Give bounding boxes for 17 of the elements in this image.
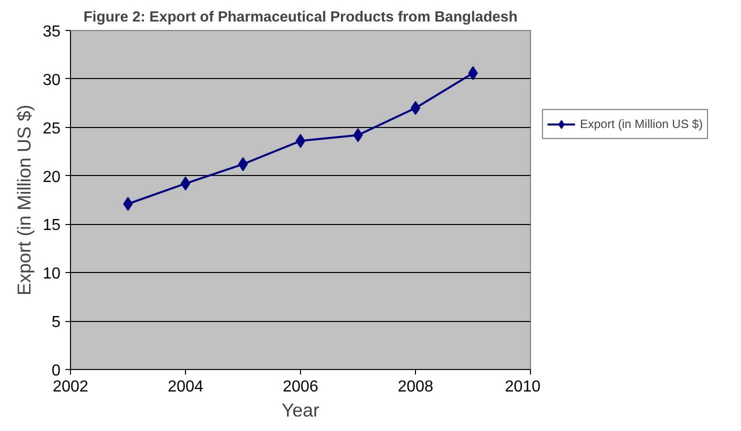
y-tick-label: 15 [42, 217, 61, 234]
x-tick-label: 2010 [504, 378, 541, 396]
y-tick-label: 0 [52, 362, 61, 380]
x-tick-label: 2002 [52, 378, 88, 396]
y-tick-label: 25 [42, 120, 61, 138]
x-tick-label: 2008 [398, 378, 434, 396]
y-tick-label: 5 [52, 314, 61, 332]
x-tick-label: 2004 [168, 378, 204, 396]
x-tick-label: 2006 [282, 378, 318, 396]
y-tick-label: 20 [42, 168, 61, 186]
y-tick-label: 10 [42, 266, 61, 283]
chart-title: Figure 2: Export of Pharmaceutical Products from Bangladesh [83, 10, 518, 26]
legend-label: Export (in Million US $) [580, 117, 703, 131]
y-tick-label: 30 [42, 72, 61, 89]
y-tick-label: 35 [42, 24, 61, 40]
x-axis-title: Year [282, 400, 320, 420]
y-axis-title: Export (in Million US $) [14, 104, 35, 296]
